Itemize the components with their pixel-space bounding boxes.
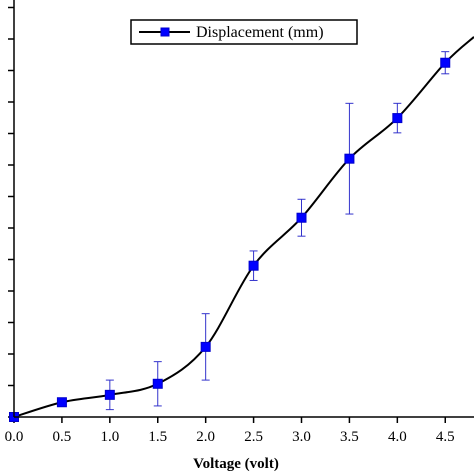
data-point: [104, 389, 115, 400]
data-point: [56, 397, 67, 408]
data-point: [296, 212, 307, 223]
error-bars: [57, 51, 450, 411]
x-tick-label: 1.0: [100, 429, 119, 445]
data-point: [344, 153, 355, 164]
x-axis-ticks: [13, 417, 446, 423]
x-tick-label: 4.0: [388, 429, 407, 445]
x-tick-labels: 0.0 0.5 1.0 1.5 2.0 2.5 3.0 3.5 4.0 4.5: [5, 429, 455, 445]
x-tick-label: 1.5: [148, 429, 167, 445]
y-axis-ticks: [8, 6, 14, 418]
x-axis-title: Voltage (volt): [193, 456, 279, 472]
data-point: [200, 341, 211, 352]
x-tick-label: 3.0: [292, 429, 311, 445]
legend-label: Displacement (mm): [196, 24, 324, 41]
legend-marker: [160, 27, 170, 37]
legend: Displacement (mm): [130, 19, 358, 45]
x-tick-label: 0.5: [53, 429, 72, 445]
series-markers: [9, 57, 451, 422]
series-line: [13, 36, 474, 418]
data-point: [152, 378, 163, 389]
x-tick-label: 3.5: [340, 429, 359, 445]
legend-box: [130, 19, 358, 45]
data-point: [392, 113, 403, 124]
x-tick-label: 2.0: [196, 429, 215, 445]
data-point: [248, 260, 259, 271]
x-tick-label: 0.0: [5, 429, 24, 445]
x-tick-label: 4.5: [436, 429, 455, 445]
data-point: [440, 57, 451, 68]
x-tick-label: 2.5: [244, 429, 263, 445]
